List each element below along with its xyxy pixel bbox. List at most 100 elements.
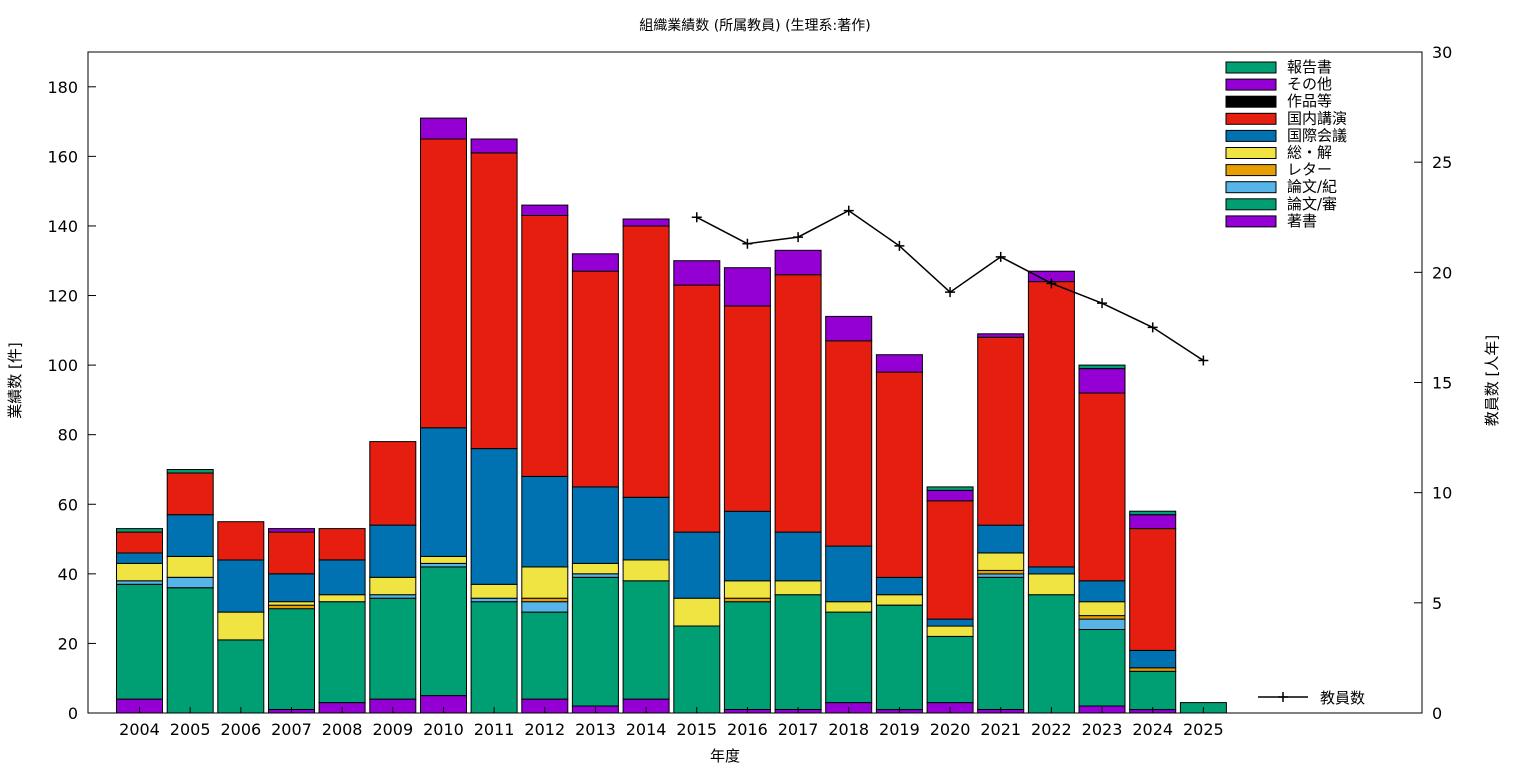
- bar-segment: [774, 249, 822, 276]
- bar-segment: [825, 601, 873, 613]
- bar-segment: [268, 573, 315, 603]
- legend-label: 国内講演: [1287, 109, 1347, 127]
- legend-swatch: [1225, 198, 1277, 211]
- bar-segment: [470, 138, 518, 154]
- bar-segment: [571, 576, 619, 707]
- legend-swatch: [1225, 61, 1277, 74]
- bar-segment: [217, 639, 265, 714]
- bar-segment: [470, 583, 518, 599]
- bar-segment: [673, 260, 721, 286]
- x-tick-label: 2021: [980, 720, 1021, 739]
- bar-segment: [673, 284, 721, 533]
- bar-segment: [875, 576, 923, 596]
- x-tick-label: 2005: [170, 720, 211, 739]
- bar-segment: [521, 601, 569, 613]
- bar-segment: [166, 514, 214, 557]
- x-tick-label: 2010: [423, 720, 464, 739]
- bar-segment: [571, 253, 619, 272]
- bar-segment: [318, 559, 366, 596]
- x-tick-label: 2004: [119, 720, 160, 739]
- bar-segment: [571, 486, 619, 564]
- bar-segment: [977, 524, 1025, 554]
- bar-segment: [926, 489, 974, 502]
- bar-segment: [166, 587, 214, 714]
- y-tick-label: 60: [58, 495, 78, 514]
- legend-label: 国際会議: [1287, 126, 1347, 144]
- bar-segment: [774, 580, 822, 596]
- bar-segment: [875, 354, 923, 373]
- faculty-count-point: [894, 240, 905, 251]
- bar-segment: [1129, 528, 1177, 651]
- bar-segment: [166, 469, 214, 474]
- bar-segment: [420, 566, 467, 697]
- bar-segment: [1078, 601, 1126, 617]
- x-tick-label: 2014: [626, 720, 667, 739]
- y-tick-label: 40: [58, 565, 78, 584]
- bar-segment: [369, 524, 417, 578]
- bar-segment: [268, 528, 315, 533]
- x-tick-label: 2015: [676, 720, 717, 739]
- bar-segment: [268, 608, 315, 710]
- bar-segment: [622, 580, 670, 700]
- y-tick-label: 20: [58, 634, 78, 653]
- bar-segment: [521, 597, 569, 603]
- faculty-count-point: [1198, 355, 1209, 366]
- y-tick-label: 140: [47, 217, 78, 236]
- bar-segment: [420, 555, 467, 564]
- x-tick-label: 2017: [778, 720, 819, 739]
- bar-segment: [825, 545, 873, 603]
- chart-title: 組織業績数 (所属教員) (生理系:著作): [639, 18, 870, 34]
- legend-swatch: [1225, 129, 1277, 142]
- y2-axis-title: 教員数 [人年]: [1483, 335, 1501, 426]
- bar-segment: [673, 625, 721, 714]
- legend-label: 総・解: [1287, 144, 1332, 162]
- y2-tick-label: 25: [1432, 153, 1452, 172]
- bar-segment: [369, 597, 417, 700]
- bar-segment: [1129, 649, 1177, 669]
- bar-segment: [1078, 618, 1126, 630]
- bar-segment: [723, 510, 771, 582]
- bar-segment: [977, 552, 1025, 571]
- x-tick-label: 2008: [322, 720, 363, 739]
- x-tick-label: 2020: [930, 720, 971, 739]
- bar-segment: [1129, 670, 1177, 711]
- bar-segment: [420, 117, 467, 140]
- bar-segment: [1078, 364, 1126, 370]
- bar-segment: [926, 625, 974, 637]
- bar-segment: [217, 559, 265, 613]
- x-tick-label: 2018: [828, 720, 869, 739]
- faculty-count-point: [742, 238, 753, 249]
- bar-segment: [116, 528, 163, 533]
- bar-segment: [926, 618, 974, 627]
- x-tick-label: 2012: [524, 720, 565, 739]
- y-tick-label: 120: [47, 287, 78, 306]
- bar-segment: [470, 601, 518, 714]
- faculty-count-point: [691, 212, 702, 223]
- y2-tick-label: 5: [1432, 594, 1442, 613]
- bar-segment: [825, 340, 873, 547]
- bar-segment: [622, 559, 670, 582]
- bar-segment: [1078, 629, 1126, 707]
- bar-segment: [977, 576, 1025, 710]
- legend-label: その他: [1287, 75, 1332, 93]
- x-tick-label: 2022: [1031, 720, 1072, 739]
- x-tick-label: 2023: [1082, 720, 1123, 739]
- bar-segment: [977, 333, 1025, 338]
- y-tick-label: 80: [58, 426, 78, 445]
- bar-segment: [622, 496, 670, 561]
- y2-tick-label: 20: [1432, 263, 1452, 282]
- bar-segment: [217, 521, 265, 561]
- bar-segment: [825, 611, 873, 704]
- bar-segment: [1129, 514, 1177, 530]
- legend-swatch: [1225, 215, 1277, 228]
- x-tick-label: 2016: [727, 720, 768, 739]
- bar-segment: [318, 594, 366, 603]
- bar-segment: [875, 371, 923, 578]
- y-axis-title: 業績数 [件]: [6, 342, 24, 418]
- bar-segment: [521, 611, 569, 700]
- bar-segment: [318, 528, 366, 561]
- bar-segment: [723, 601, 771, 711]
- bar-segment: [521, 475, 569, 568]
- bar-segment: [774, 531, 822, 582]
- bar-segment: [369, 441, 417, 526]
